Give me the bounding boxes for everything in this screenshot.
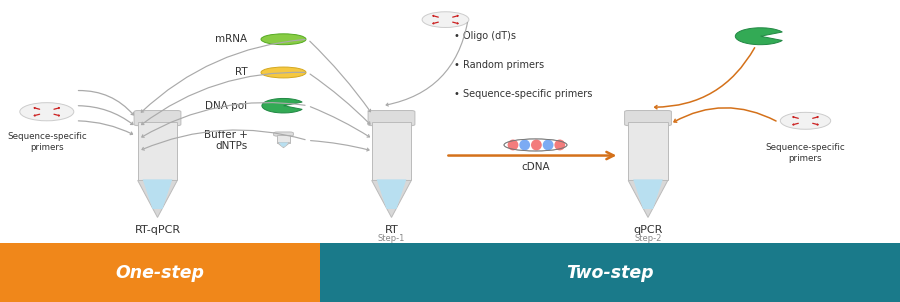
FancyArrowPatch shape xyxy=(453,15,458,17)
FancyArrowPatch shape xyxy=(793,123,798,125)
FancyArrowPatch shape xyxy=(674,108,776,122)
Wedge shape xyxy=(262,98,302,113)
Bar xyxy=(320,243,900,302)
FancyArrowPatch shape xyxy=(813,117,818,118)
FancyArrowPatch shape xyxy=(310,141,369,151)
FancyArrowPatch shape xyxy=(310,41,371,112)
FancyArrowPatch shape xyxy=(78,121,132,135)
Text: DNA pol: DNA pol xyxy=(205,101,248,111)
Ellipse shape xyxy=(531,140,542,150)
Circle shape xyxy=(20,103,74,121)
FancyArrowPatch shape xyxy=(433,22,438,24)
Polygon shape xyxy=(376,179,407,209)
FancyArrowPatch shape xyxy=(793,117,798,118)
Text: Step-2: Step-2 xyxy=(634,234,662,243)
Polygon shape xyxy=(628,180,668,217)
Text: RT-qPCR: RT-qPCR xyxy=(134,225,181,235)
Ellipse shape xyxy=(261,34,306,45)
Text: One-step: One-step xyxy=(115,264,204,281)
FancyArrowPatch shape xyxy=(34,114,40,116)
FancyArrowPatch shape xyxy=(655,48,754,109)
Ellipse shape xyxy=(519,140,530,150)
FancyBboxPatch shape xyxy=(368,111,415,126)
FancyArrowPatch shape xyxy=(453,22,458,24)
Polygon shape xyxy=(372,180,411,217)
FancyBboxPatch shape xyxy=(134,111,181,126)
Text: Step-1: Step-1 xyxy=(378,234,405,243)
FancyArrowPatch shape xyxy=(310,74,370,124)
Polygon shape xyxy=(277,143,290,148)
Text: cDNA: cDNA xyxy=(521,162,550,172)
Ellipse shape xyxy=(504,139,567,151)
Polygon shape xyxy=(279,143,288,146)
FancyArrowPatch shape xyxy=(34,108,40,109)
Polygon shape xyxy=(138,180,177,217)
FancyArrowPatch shape xyxy=(433,15,438,17)
FancyArrowPatch shape xyxy=(386,22,467,106)
Bar xyxy=(277,135,290,143)
Text: Sequence-specific
primers: Sequence-specific primers xyxy=(766,143,845,163)
Circle shape xyxy=(422,12,469,27)
Text: Two-step: Two-step xyxy=(566,264,653,281)
Polygon shape xyxy=(634,179,662,209)
Text: Buffer +
dNTPs: Buffer + dNTPs xyxy=(203,130,248,151)
Text: Sequence-specific
primers: Sequence-specific primers xyxy=(7,132,86,152)
FancyArrowPatch shape xyxy=(141,72,305,124)
Ellipse shape xyxy=(554,140,565,150)
Polygon shape xyxy=(142,179,173,209)
FancyArrowPatch shape xyxy=(813,123,818,125)
FancyArrowPatch shape xyxy=(78,106,133,124)
Bar xyxy=(372,122,411,180)
FancyBboxPatch shape xyxy=(625,111,671,126)
FancyArrowPatch shape xyxy=(54,114,59,116)
Ellipse shape xyxy=(543,140,553,150)
Text: RT: RT xyxy=(235,67,248,78)
Text: RT: RT xyxy=(384,225,399,235)
Text: • Random primers: • Random primers xyxy=(454,60,544,70)
Text: • Oligo (dT)s: • Oligo (dT)s xyxy=(454,31,517,41)
Bar xyxy=(138,122,177,180)
Text: mRNA: mRNA xyxy=(215,34,248,44)
Circle shape xyxy=(780,112,831,129)
Text: • Sequence-specific primers: • Sequence-specific primers xyxy=(454,88,593,99)
FancyArrowPatch shape xyxy=(54,108,59,109)
Wedge shape xyxy=(735,28,782,45)
FancyArrowPatch shape xyxy=(141,40,305,112)
FancyArrowPatch shape xyxy=(142,130,305,150)
Ellipse shape xyxy=(261,67,306,78)
FancyBboxPatch shape xyxy=(274,132,293,136)
Text: qPCR: qPCR xyxy=(634,225,662,235)
FancyArrowPatch shape xyxy=(142,102,305,137)
Bar xyxy=(628,122,668,180)
FancyArrowPatch shape xyxy=(310,107,369,137)
FancyArrowPatch shape xyxy=(78,91,133,115)
Ellipse shape xyxy=(508,140,518,150)
Bar xyxy=(0,243,320,302)
